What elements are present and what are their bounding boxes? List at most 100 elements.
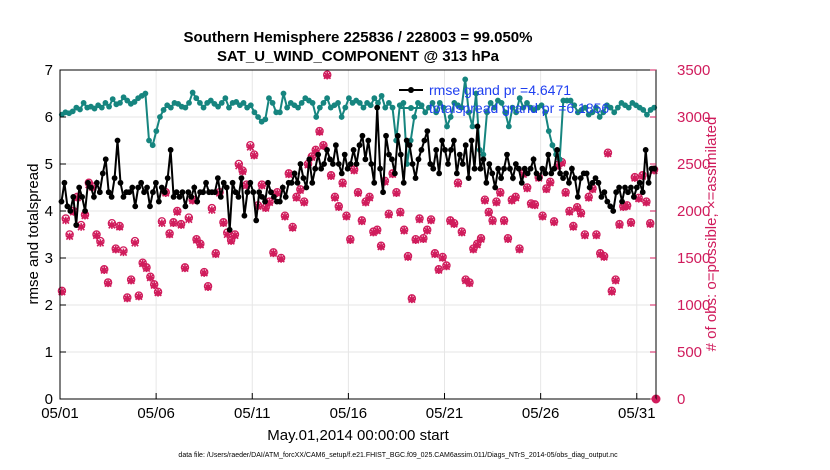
obs-assimilated-point [438,254,447,262]
rmse-point [247,179,254,186]
totalspread-point [284,104,291,111]
rmse-point [448,147,454,153]
obs-assimilated-point [331,194,339,202]
totalspread-point [153,128,160,135]
rmse-point [76,184,83,191]
y-right-tick-label: 3000 [677,109,710,126]
rmse-point [85,179,91,186]
obs-assimilated-point [261,204,270,212]
obs-assimilated-point [400,226,408,235]
rmse-point [265,179,271,186]
totalspread-point [247,102,254,109]
totalspread-point [346,95,352,102]
rmse-point [389,156,395,163]
rmse-point [436,170,443,177]
obs-assimilated-point [104,279,112,288]
totalspread-point [520,104,527,111]
rmse-point [639,189,646,196]
obs-assimilated-point [538,212,547,221]
rmse-point [288,179,295,186]
rmse-point [120,194,127,200]
rmse-point [548,170,555,177]
obs-assimilated-point [381,178,389,186]
rmse-point [318,165,325,172]
obs-assimilated-point [461,276,470,285]
totalspread-point [524,100,530,106]
legend-rmse-label: rmse grand pr =4.6471 [429,82,571,98]
totalspread-point [69,108,76,115]
rmse-point [433,147,440,153]
totalspread-point [607,104,614,111]
obs-assimilated-point [246,143,255,151]
rmse-point [412,175,419,182]
obs-assimilated-point [235,162,243,170]
rmse-point [99,170,106,177]
rmse-point [309,179,316,186]
rmse-point [294,179,301,186]
obs-assimilated-point [158,219,166,228]
rmse-point [424,128,431,135]
rmse-point [592,175,599,182]
rmse-point [111,175,118,182]
obs-assimilated-point [369,228,378,237]
obs-assimilated-point [92,231,101,240]
obs-assimilated-point [192,236,201,244]
rmse-point [445,161,451,167]
obs-assimilated-point [173,208,182,216]
totalspread-point [215,103,221,110]
rmse-point [117,179,124,186]
rmse-point [167,147,174,153]
totalspread-point [167,104,174,111]
totalspread-point [193,95,200,102]
rmse-point [108,194,115,200]
rmse-point [430,165,437,172]
totalspread-point [222,95,229,102]
totalspread-point [356,100,363,106]
totalspread-point [600,109,607,116]
obs-assimilated-point [131,239,139,247]
rmse-point [203,179,209,186]
obs-assimilated-point [169,219,178,228]
totalspread-point [338,114,345,120]
rmse-point [347,161,354,167]
rmse-point [415,156,422,163]
rmse-point [220,179,227,186]
obs-assimilated-point [465,279,474,288]
y-axis-right-label: # of obs: o=possible; ×=assimilated [703,117,720,352]
obs-assimilated-point [404,253,412,261]
rmse-point [321,161,327,167]
obs-assimilated-point [150,281,159,290]
totalspread-point [367,102,374,109]
legend-spread-marker [408,105,414,111]
rmse-point [147,203,153,210]
y-tick-label: 7 [45,62,53,79]
totalspread-point [160,107,167,113]
totalspread-point [469,123,476,130]
obs-assimilated-point [373,226,382,235]
rmse-point [468,137,475,144]
totalspread-point [545,128,552,135]
obs-assimilated-point [165,230,174,239]
totalspread-point [433,109,440,116]
obs-assimilated-point [484,209,493,217]
obs-assimilated-point [431,250,439,259]
rmse-point [380,189,386,196]
rmse-point [651,165,658,172]
rmse-point [300,175,307,182]
rmse-point [229,179,236,186]
obs-assimilated-point [284,170,293,179]
obs-assimilated-point [584,194,593,202]
totalspread-point [378,92,385,99]
rmse-point [73,222,80,229]
obs-assimilated-point [554,162,562,170]
rmse-point [622,184,628,191]
obs-assimilated-point [73,194,82,202]
y-tick-label: 5 [45,156,53,173]
totalspread-point [436,100,443,106]
obs-assimilated-point [411,236,420,244]
obs-assimilated-point [269,249,278,258]
obs-assimilated-point [188,196,197,205]
obs-assimilated-point [281,212,289,221]
y-right-tick-label: 1000 [677,297,710,314]
rmse-point [616,184,623,191]
